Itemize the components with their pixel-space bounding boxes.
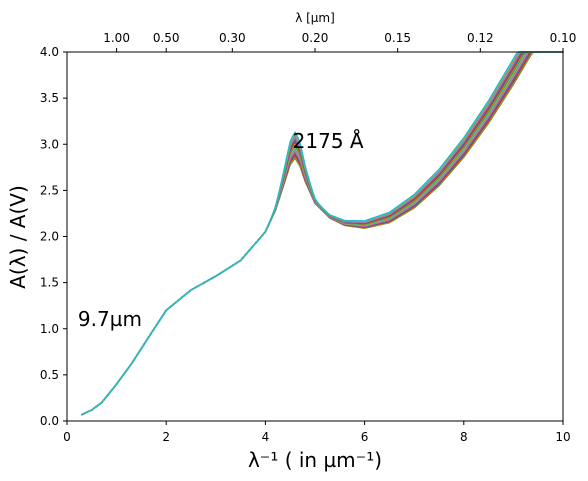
x-ticks: 0 2 4 6 8 10 xyxy=(63,421,571,444)
y-tick-label: 1.5 xyxy=(40,276,59,290)
x-axis-label: λ⁻¹ ( in µm⁻¹) xyxy=(248,448,382,472)
y-tick-label: 2.0 xyxy=(40,230,59,244)
series-line-13 xyxy=(81,51,564,416)
top-ticks: 1.00 0.50 0.30 0.20 0.15 0.12 0.10 xyxy=(103,31,576,52)
x-tick-label: 6 xyxy=(361,430,369,444)
top-tick-label: 1.00 xyxy=(103,31,130,45)
series-group xyxy=(81,51,564,416)
y-tick-label: 0.5 xyxy=(40,368,59,382)
annotations: 2175 Å 9.7µm xyxy=(78,129,364,331)
x-tick-label: 8 xyxy=(460,430,468,444)
y-tick-label: 2.5 xyxy=(40,183,59,197)
series-line-20 xyxy=(81,51,564,416)
x-tick-label: 4 xyxy=(262,430,270,444)
annotation-9-7um: 9.7µm xyxy=(78,307,142,331)
y-tick-label: 3.5 xyxy=(40,91,59,105)
x-tick-label: 10 xyxy=(555,430,570,444)
x-tick-label: 0 xyxy=(63,430,71,444)
annotation-2175a: 2175 Å xyxy=(293,129,364,153)
y-tick-label: 4.0 xyxy=(40,45,59,59)
y-tick-label: 0.0 xyxy=(40,414,59,428)
top-tick-label: 0.50 xyxy=(153,31,180,45)
top-tick-label: 0.12 xyxy=(467,31,494,45)
y-tick-label: 3.0 xyxy=(40,137,59,151)
y-axis-label: A(λ) / A(V) xyxy=(6,185,30,289)
x-tick-label: 2 xyxy=(162,430,170,444)
top-tick-label: 0.20 xyxy=(302,31,329,45)
top-axis-label: λ [µm] xyxy=(295,11,335,25)
top-tick-label: 0.30 xyxy=(219,31,246,45)
y-ticks: 0.0 0.5 1.0 1.5 2.0 2.5 3.0 3.5 4.0 xyxy=(40,45,67,428)
y-tick-label: 1.0 xyxy=(40,322,59,336)
top-tick-label: 0.15 xyxy=(384,31,411,45)
top-tick-label: 0.10 xyxy=(550,31,577,45)
